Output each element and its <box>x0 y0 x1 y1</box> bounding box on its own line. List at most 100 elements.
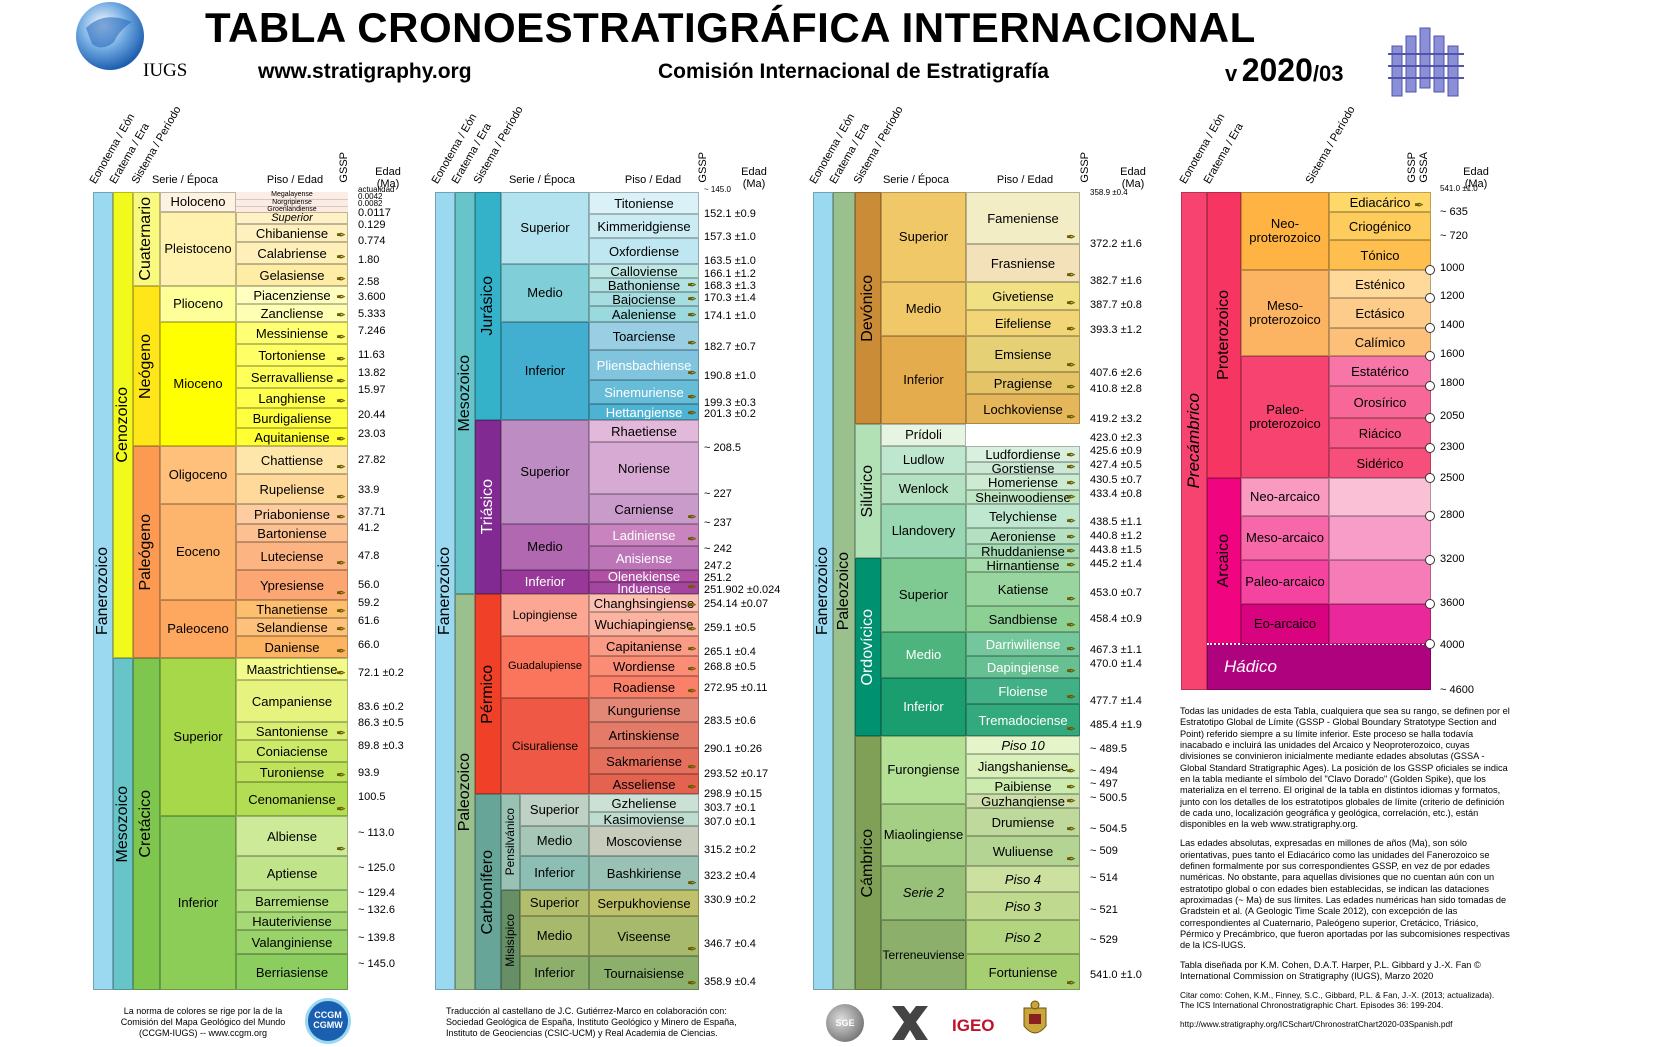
age-label: 407.6 ±2.6 <box>1090 367 1142 379</box>
stage-sinemuriense: Sinemuriense <box>589 380 699 404</box>
golden-spike-icon: ✒ <box>687 406 698 420</box>
age-label: 1200 <box>1440 290 1465 302</box>
golden-spike-icon: ✒ <box>687 598 698 612</box>
series-guadalupiense: Guadalupiense <box>501 636 589 698</box>
series-eoceno: Eoceno <box>160 504 236 600</box>
age-label: 2.58 <box>358 276 380 288</box>
age-label: 323.2 ±0.4 <box>704 870 756 882</box>
golden-spike-icon: ✒ <box>687 580 698 594</box>
age-label: 47.8 <box>358 550 380 562</box>
header-gssp: GSSP <box>338 152 350 183</box>
age-label: ~ 139.8 <box>358 932 396 944</box>
age-label: ~ 497 <box>1090 778 1118 790</box>
age-label: 358.9 ±0.4 <box>1090 188 1128 197</box>
age-label: 443.8 ±1.5 <box>1090 544 1142 556</box>
age-label: 433.4 ±0.8 <box>1090 488 1142 500</box>
igme-icon <box>892 1006 928 1040</box>
stage-induense: Induense <box>589 582 699 594</box>
sge-logo: SGE <box>826 1004 864 1042</box>
era-eoarcaico: Eo-arcaico <box>1241 604 1329 644</box>
golden-spike-icon: ✒ <box>336 374 347 388</box>
age-label: 445.2 ±1.4 <box>1090 558 1142 570</box>
stage-barremiense: Barremiense <box>236 890 348 912</box>
header-series: Serie / Época <box>882 174 950 186</box>
stage-piso-10: Piso 10 <box>966 736 1080 754</box>
series-dev-inferior: Inferior <box>881 336 966 424</box>
series-jur-medio: Medio <box>501 264 589 322</box>
age-label: 358.9 ±0.4 <box>704 976 756 988</box>
stage-ectásico: Ectásico <box>1329 298 1431 328</box>
stage-gelasiense: Gelasiense <box>236 264 348 286</box>
age-label: 1400 <box>1440 319 1465 331</box>
golden-spike-icon: ✒ <box>336 308 347 322</box>
ccgm-logo: CCGM CGMW <box>305 998 351 1044</box>
header-gssp: GSSP <box>1406 152 1418 183</box>
note-pdf-link[interactable]: http://www.stratigraphy.org/ICSchart/Chr… <box>1180 1018 1453 1029</box>
age-label: 86.3 ±0.5 <box>358 717 404 729</box>
golden-spike-icon: ✒ <box>336 490 347 504</box>
series-pridoli: Prídoli <box>881 424 966 446</box>
age-label: 259.1 ±0.5 <box>704 622 756 634</box>
header-series: Serie / Época <box>508 174 576 186</box>
website-link[interactable]: www.stratigraphy.org <box>258 60 472 83</box>
golden-spike-icon: ✒ <box>1066 664 1077 678</box>
golden-spike-icon: ✒ <box>687 336 698 350</box>
header-stage: Piso / Edad <box>624 174 682 186</box>
stage-superior: Superior <box>236 212 348 224</box>
age-label: 72.1 ±0.2 <box>358 667 404 679</box>
series-cisuraliense: Cisuraliense <box>501 698 589 794</box>
eon-fanerozoico: Fanerozoico <box>93 192 113 990</box>
age-label: 93.9 <box>358 767 380 779</box>
supereon-precambrico: Precámbrico <box>1181 192 1207 690</box>
golden-spike-icon: ✒ <box>687 642 698 656</box>
globe-icon <box>76 2 144 70</box>
stage-ypresiense: Ypresiense <box>236 570 348 600</box>
golden-spike-icon: ✒ <box>687 532 698 546</box>
age-label: 166.1 ±1.2 <box>704 268 756 280</box>
stage-tournaisiense: Tournaisiense <box>589 956 699 990</box>
series-tri-medio: Medio <box>501 524 589 570</box>
stage-kimmeridgiense: Kimmeridgiense <box>589 214 699 238</box>
stage-messiniense: Messiniense <box>236 322 348 344</box>
age-label: ~ 208.5 <box>704 442 742 454</box>
series-miaolingiense: Miaolingiense <box>881 804 966 866</box>
clock-icon <box>1425 413 1435 423</box>
age-label: 330.9 ±0.2 <box>704 894 756 906</box>
stage-paibiense: Paibiense <box>966 778 1080 794</box>
stage-tremadociense: Tremadociense <box>966 704 1080 736</box>
clock-icon <box>1425 293 1435 303</box>
stage-changhsingiense: Changhsingiense <box>589 594 699 612</box>
golden-spike-icon: ✒ <box>336 272 347 286</box>
golden-spike-icon: ✒ <box>1066 618 1077 632</box>
stage-emsiense: Emsiense <box>966 336 1080 372</box>
age-label: ~ 113.0 <box>358 827 395 839</box>
era-paleozoico-2: Paleozoico <box>455 594 475 990</box>
stage-anisiense: Anisiense <box>589 546 699 570</box>
age-label: 410.8 ±2.8 <box>1090 383 1142 395</box>
age-label: 0.0082 <box>358 199 383 208</box>
note-gssp: Todas las unidades de esta Tabla, cualqu… <box>1180 706 1510 830</box>
age-label: 3200 <box>1440 553 1465 565</box>
age-label: 100.5 <box>358 791 386 803</box>
golden-spike-icon: ✒ <box>336 394 347 408</box>
stage-daniense: Daniense <box>236 636 348 658</box>
age-label: ~ 720 <box>1440 230 1468 242</box>
age-label: 425.6 ±0.9 <box>1090 445 1142 457</box>
stage-maastrichtiense: Maastrichtiense <box>236 658 348 680</box>
stage-eifeliense: Eifeliense <box>966 310 1080 336</box>
golden-spike-icon: ✒ <box>1414 198 1425 212</box>
header-gssa: GSSA <box>1418 152 1430 183</box>
stage-sandbiense: Sandbiense <box>966 606 1080 632</box>
stage-wordiense: Wordiense <box>589 656 699 676</box>
series-jur-inferior: Inferior <box>501 322 589 420</box>
header-age: Edad (Ma) <box>1120 166 1146 191</box>
stage-priaboniense: Priaboniense <box>236 504 348 524</box>
stage-criogénico: Criogénico <box>1329 212 1431 240</box>
stage-kunguriense: Kunguriense <box>589 698 699 722</box>
explanatory-notes: Todas las unidades de esta Tabla, cualqu… <box>1180 706 1510 1037</box>
stage-titoniense: Titoniense <box>589 192 699 214</box>
subsystem-pensilvanico: Pensilvánico <box>501 794 520 890</box>
age-label: 298.9 ±0.15 <box>704 788 763 800</box>
stage-rupeliense: Rupeliense <box>236 474 348 504</box>
golden-spike-icon: ✒ <box>1066 490 1077 504</box>
